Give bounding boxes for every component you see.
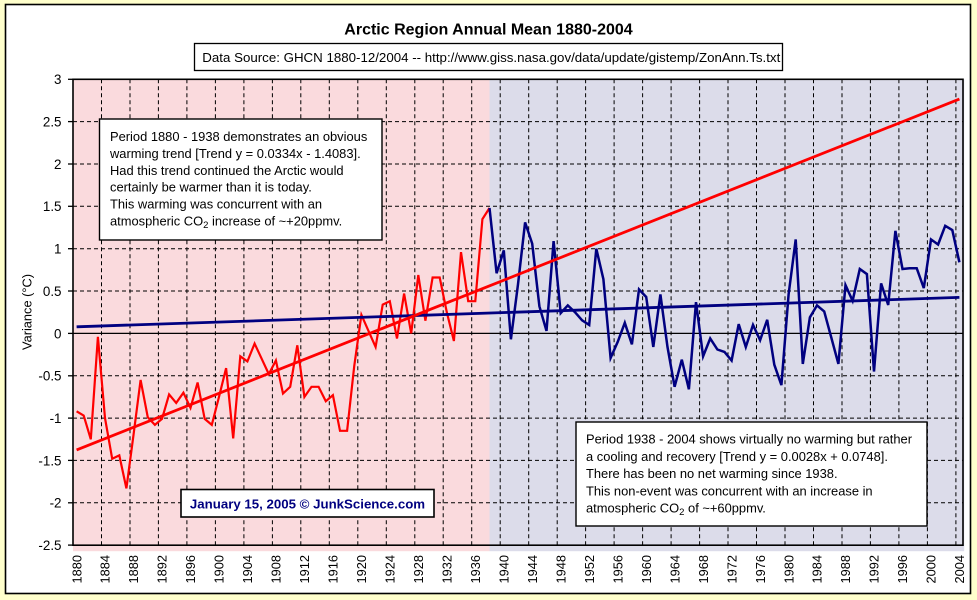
svg-text:2.5: 2.5 [43, 115, 62, 130]
svg-text:Arctic Region Annual Mean 1880: Arctic Region Annual Mean 1880-2004 [344, 22, 632, 39]
svg-text:1996: 1996 [895, 555, 910, 583]
svg-text:-0.5: -0.5 [38, 369, 61, 384]
svg-text:There has been no net warming: There has been no net warming since 1938… [586, 466, 838, 481]
svg-text:Data Source: GHCN 1880-12/2004: Data Source: GHCN 1880-12/2004 -- http:/… [202, 50, 780, 65]
svg-text:Variance (°C): Variance (°C) [20, 274, 35, 350]
svg-text:1932: 1932 [440, 555, 455, 583]
svg-text:1960: 1960 [639, 555, 654, 583]
svg-text:Had this trend continued the A: Had this trend continued the Arctic woul… [110, 163, 344, 178]
svg-text:1900: 1900 [212, 555, 227, 583]
svg-text:1964: 1964 [667, 555, 682, 583]
svg-text:1980: 1980 [781, 555, 796, 583]
svg-text:1: 1 [54, 242, 61, 257]
svg-text:1968: 1968 [696, 555, 711, 583]
svg-text:1992: 1992 [867, 555, 882, 583]
svg-text:-2.5: -2.5 [38, 538, 61, 553]
svg-text:1988: 1988 [838, 555, 853, 583]
svg-text:atmospheric CO2 increase of ~: atmospheric CO2 increase of ~+20ppmv. [110, 214, 342, 232]
svg-text:1972: 1972 [724, 555, 739, 583]
svg-text:-2: -2 [50, 496, 62, 511]
svg-text:This warming was concurrent wi: This warming was concurrent with an [110, 197, 322, 212]
svg-text:1892: 1892 [155, 555, 170, 583]
svg-text:1904: 1904 [240, 555, 255, 583]
svg-text:1944: 1944 [525, 555, 540, 583]
svg-text:0: 0 [54, 326, 61, 341]
svg-text:1956: 1956 [610, 555, 625, 583]
svg-text:1940: 1940 [497, 555, 512, 583]
svg-text:1984: 1984 [810, 555, 825, 583]
svg-text:Period 1880 - 1938 demonstrate: Period 1880 - 1938 demonstrates an obvio… [110, 129, 367, 144]
svg-text:1976: 1976 [753, 555, 768, 583]
svg-text:2004: 2004 [952, 555, 967, 583]
svg-text:-1.5: -1.5 [38, 453, 61, 468]
svg-text:certainly be warmer than it is: certainly be warmer than it is today. [110, 180, 312, 195]
svg-text:1936: 1936 [468, 555, 483, 583]
svg-text:1.5: 1.5 [43, 199, 62, 214]
svg-text:1912: 1912 [297, 555, 312, 583]
svg-text:-1: -1 [50, 411, 62, 426]
svg-text:1916: 1916 [326, 555, 341, 583]
svg-text:atmospheric CO2 of ~+60ppmv.: atmospheric CO2 of ~+60ppmv. [586, 501, 766, 519]
svg-text:Period 1938 - 2004 shows virtu: Period 1938 - 2004 shows virtually no wa… [586, 432, 913, 447]
svg-text:2: 2 [54, 157, 61, 172]
svg-text:1908: 1908 [269, 555, 284, 583]
svg-text:1880: 1880 [69, 555, 84, 583]
svg-text:2000: 2000 [924, 555, 939, 583]
svg-text:1952: 1952 [582, 555, 597, 583]
svg-text:1896: 1896 [183, 555, 198, 583]
svg-text:warming trend [Trend y = 0.033: warming trend [Trend y = 0.0334x - 1.408… [109, 146, 361, 161]
svg-text:3: 3 [54, 72, 61, 87]
svg-text:1884: 1884 [98, 555, 113, 583]
svg-text:1888: 1888 [126, 555, 141, 583]
svg-text:1924: 1924 [383, 555, 398, 583]
svg-text:a cooling and recovery [Trend: a cooling and recovery [Trend y = 0.0028… [586, 449, 888, 464]
svg-text:0.5: 0.5 [43, 284, 62, 299]
svg-text:1948: 1948 [553, 555, 568, 583]
svg-text:1928: 1928 [411, 555, 426, 583]
svg-text:1920: 1920 [354, 555, 369, 583]
svg-text:This non-event was concurrent: This non-event was concurrent with an in… [586, 483, 873, 498]
svg-text:January 15, 2005 © JunkScience: January 15, 2005 © JunkScience.com [190, 497, 425, 512]
